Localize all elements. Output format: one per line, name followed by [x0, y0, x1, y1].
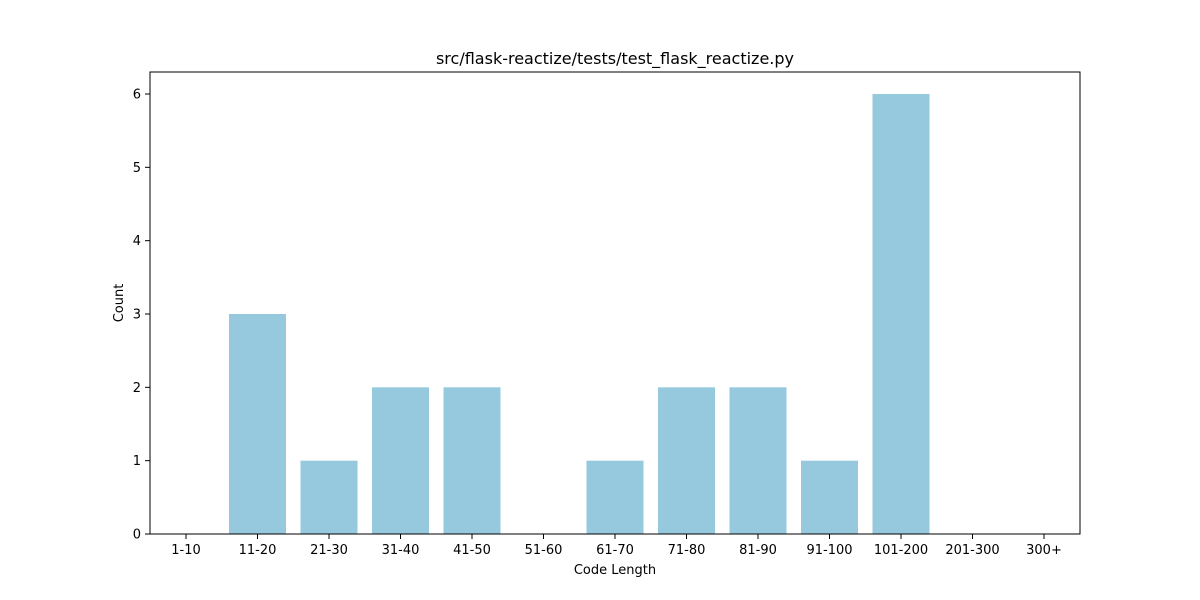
plot-frame: [149, 71, 1081, 535]
x-tick-label: 81-90: [739, 543, 777, 558]
x-tick-label: 61-70: [596, 543, 634, 558]
x-tick-label: 91-100: [806, 543, 852, 558]
y-tick-label: 4: [133, 234, 141, 249]
chart-title: src/flask-reactize/tests/test_flask_reac…: [436, 49, 794, 69]
bar-21-30: [300, 460, 358, 534]
y-tick-label: 5: [133, 161, 141, 176]
bar-91-100: [801, 460, 858, 534]
x-tick-label: 201-300: [945, 543, 999, 558]
y-tick-label: 0: [133, 528, 141, 543]
x-axis-label: Code Length: [574, 563, 656, 578]
y-tick-label: 1: [133, 454, 141, 469]
x-tick-label: 11-20: [239, 543, 277, 558]
y-tick-label: 3: [133, 308, 141, 323]
bar-81-90: [729, 387, 787, 534]
x-tick-label: 300+: [1026, 543, 1062, 558]
bar-61-70: [586, 460, 644, 534]
y-tick-label: 6: [133, 88, 141, 103]
bar-41-50: [443, 387, 501, 534]
x-tick-label: 101-200: [874, 543, 928, 558]
bar-101-200: [872, 94, 930, 534]
bar-71-80: [658, 387, 715, 534]
y-axis-label: Count: [112, 284, 127, 323]
x-tick-label: 31-40: [382, 543, 420, 558]
x-tick-label: 21-30: [310, 543, 348, 558]
bars-layer: [229, 94, 930, 534]
x-tick-label: 71-80: [668, 543, 706, 558]
x-tick-label: 1-10: [171, 543, 201, 558]
axes-layer: 1-10 11-20 21-30 31-40 41-50 51-60 61-70 71-80 8…: [133, 88, 1062, 559]
bar-31-40: [372, 387, 429, 534]
x-tick-label: 51-60: [525, 543, 563, 558]
x-tick-label: 41-50: [453, 543, 491, 558]
y-tick-label: 2: [133, 381, 141, 396]
bar-11-20: [229, 314, 286, 534]
